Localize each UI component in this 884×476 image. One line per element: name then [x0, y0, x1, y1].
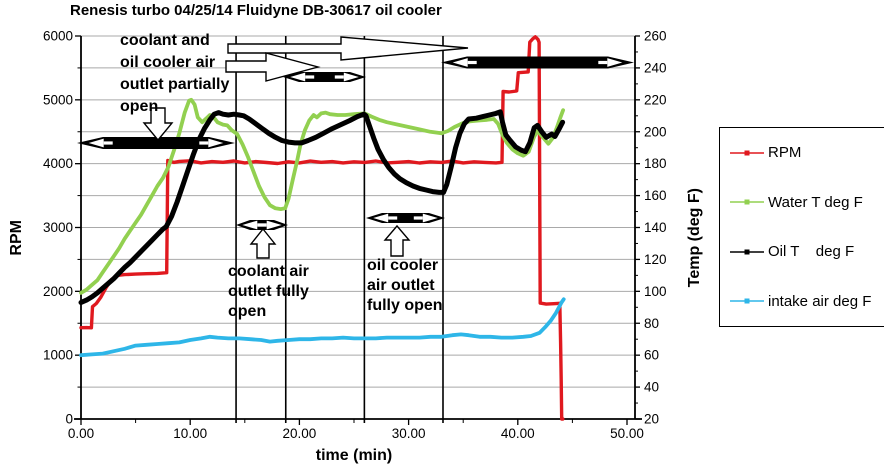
right-arrow [225, 52, 321, 82]
up-arrow-1 [249, 227, 277, 259]
right-tick-label: 100 [644, 284, 667, 299]
legend-line-intake-air [730, 298, 764, 304]
long-right-arrow [227, 36, 469, 61]
x-tick-label: 0.00 [68, 426, 94, 441]
legend-line-rpm [730, 150, 764, 156]
series-oil-t-deg-f [78, 109, 566, 305]
legend-line-water-t [730, 199, 764, 205]
x-tick-label: 40.00 [501, 426, 535, 441]
chart-title: Renesis turbo 04/25/14 Fluidyne DB-30617… [70, 2, 442, 19]
tick-labels: 0 1000 2000 3000 4000 5000 6000 20 40 60 80 100 120 1… [43, 29, 667, 442]
x-tick-label: 30.00 [392, 426, 426, 441]
left-tick-label: 0 [65, 412, 73, 427]
white-outline-arrows [142, 36, 469, 259]
black-double-arrows [77, 56, 634, 230]
series-water-t-deg-f [79, 97, 565, 295]
legend-label: intake air deg F [768, 292, 872, 310]
right-tick-label: 240 [644, 60, 667, 75]
x-axis-title: time (min) [315, 447, 393, 464]
right-tick-label: 20 [644, 412, 659, 427]
right-tick-label: 120 [644, 252, 667, 267]
annotation-coolant-fully-open: coolant air outlet fully open [228, 263, 309, 320]
legend-label: Oil T deg F [768, 243, 855, 261]
legend-item-rpm: RPM [729, 144, 884, 161]
right-tick-label: 40 [644, 380, 659, 395]
gridlines [81, 35, 635, 388]
x-tick-label: 10.00 [173, 426, 207, 441]
left-tick-label: 6000 [43, 29, 73, 44]
series-intake-air-deg-f [79, 297, 566, 358]
series-rpm [79, 35, 565, 421]
black-double-arrow [77, 137, 235, 149]
tick-marks [75, 35, 640, 425]
right-tick-label: 140 [644, 220, 667, 235]
event-lines [235, 36, 444, 423]
down-arrow [142, 107, 174, 142]
legend-label: Water T deg F [768, 193, 863, 211]
right-tick-label: 180 [644, 156, 667, 171]
up-arrow-2 [383, 224, 411, 257]
right-tick-label: 160 [644, 188, 667, 203]
legend-line-oil-t [730, 249, 764, 255]
right-tick-label: 80 [644, 316, 659, 331]
left-tick-label: 5000 [43, 92, 73, 107]
x-tick-label: 50.00 [610, 426, 644, 441]
legend-label: RPM [768, 144, 802, 162]
right-tick-label: 60 [644, 348, 659, 363]
black-double-arrow [441, 56, 634, 69]
right-tick-label: 260 [644, 29, 667, 44]
left-tick-label: 2000 [43, 284, 73, 299]
annotation-oil-cooler-fully-open: oil cooler air outlet fully open [367, 257, 443, 314]
legend: RPM Water T deg F Oil T deg F intake air… [719, 127, 884, 327]
annotation-partially-open: coolant and oil cooler air outlet partia… [120, 32, 230, 115]
x-tick-label: 20.00 [283, 426, 317, 441]
legend-item-water-t: Water T deg F [729, 194, 884, 211]
legend-item-intake-air: intake air deg F [729, 293, 884, 310]
left-tick-label: 3000 [43, 220, 73, 235]
right-tick-label: 200 [644, 124, 667, 139]
right-tick-label: 220 [644, 92, 667, 107]
left-tick-label: 1000 [43, 348, 73, 363]
left-tick-label: 4000 [43, 156, 73, 171]
legend-item-oil-t: Oil T deg F [729, 243, 884, 260]
